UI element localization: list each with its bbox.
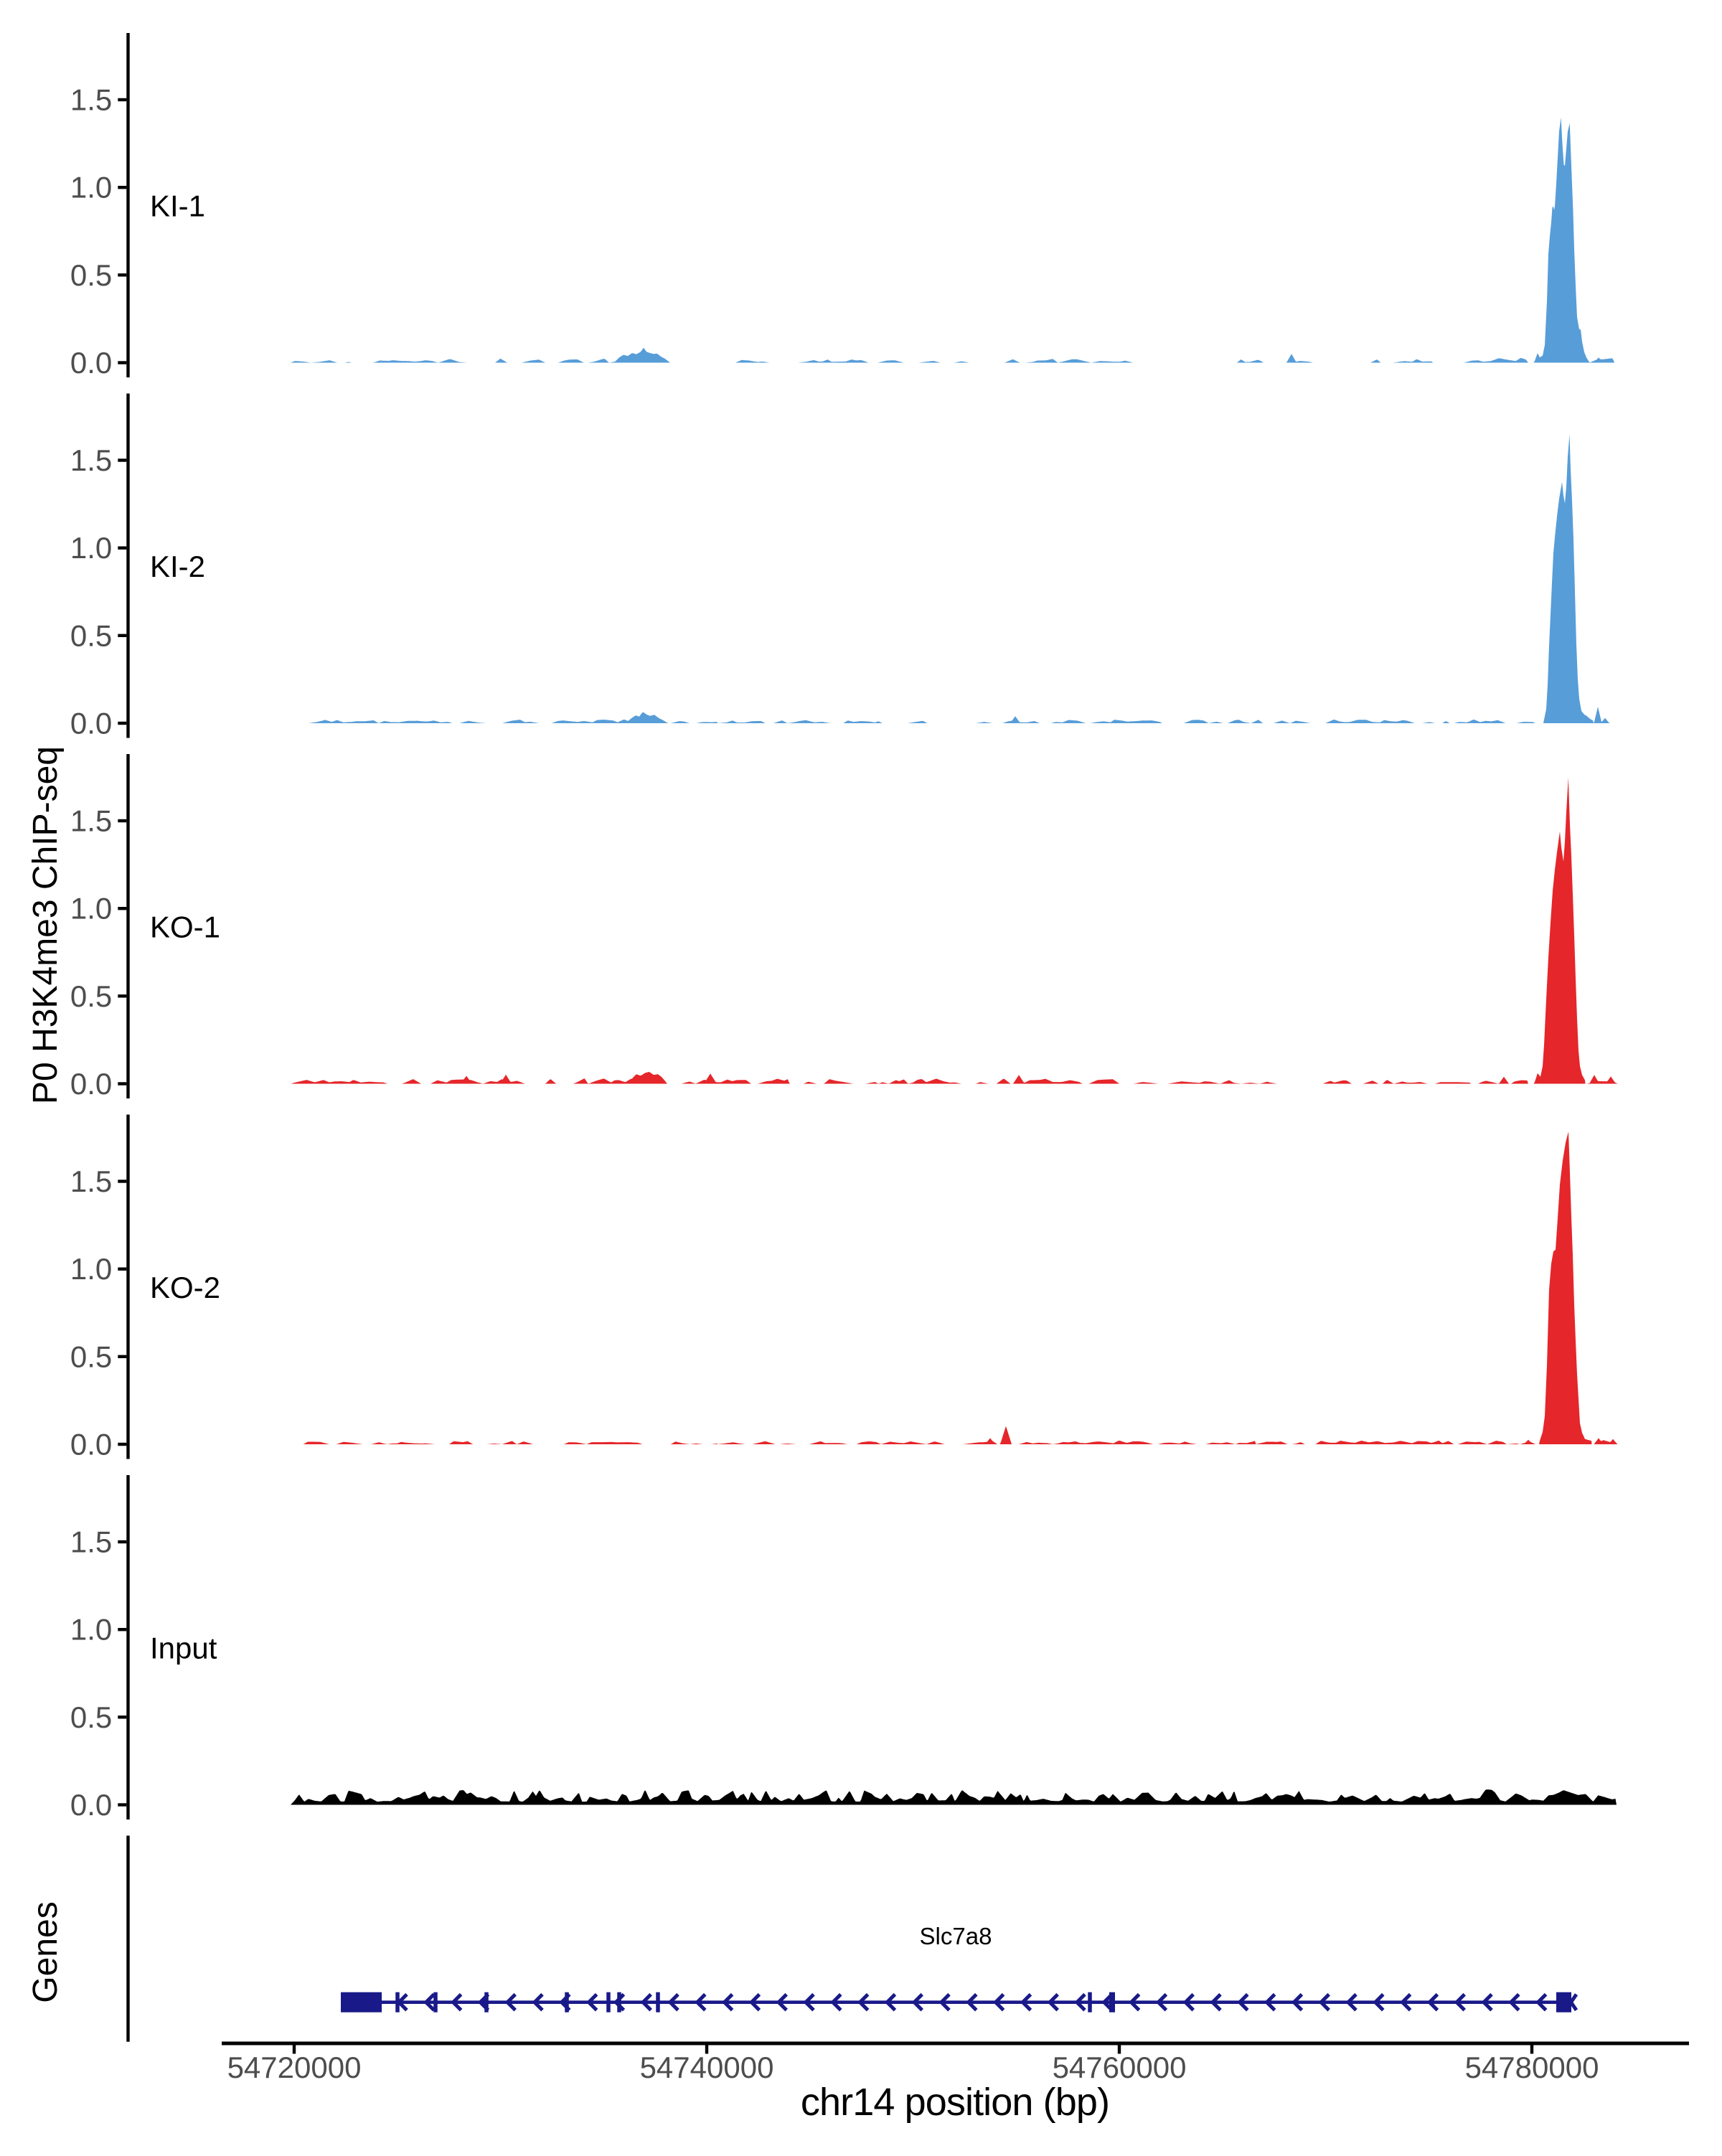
- svg-text:1.0: 1.0: [70, 1252, 112, 1286]
- svg-text:KI-2: KI-2: [150, 550, 205, 583]
- svg-text:0.5: 0.5: [70, 1700, 112, 1734]
- svg-text:1.5: 1.5: [70, 1525, 112, 1559]
- svg-text:54740000: 54740000: [640, 2051, 774, 2084]
- svg-text:0.0: 0.0: [70, 1788, 112, 1822]
- svg-text:Input: Input: [150, 1632, 217, 1665]
- svg-text:0.5: 0.5: [70, 258, 112, 292]
- svg-text:0.5: 0.5: [70, 1340, 112, 1373]
- svg-text:0.5: 0.5: [70, 618, 112, 652]
- svg-text:KO-2: KO-2: [150, 1271, 220, 1304]
- svg-text:1.5: 1.5: [70, 83, 112, 117]
- svg-text:54760000: 54760000: [1053, 2051, 1187, 2084]
- svg-text:0.0: 0.0: [70, 707, 112, 740]
- svg-text:1.0: 1.0: [70, 1613, 112, 1647]
- svg-text:KI-1: KI-1: [150, 189, 205, 223]
- svg-text:1.5: 1.5: [70, 1164, 112, 1198]
- svg-text:54720000: 54720000: [227, 2051, 362, 2084]
- svg-text:0.0: 0.0: [70, 1428, 112, 1461]
- svg-text:P0 H3K4me3 ChIP-seq: P0 H3K4me3 ChIP-seq: [27, 746, 65, 1104]
- svg-text:0.0: 0.0: [70, 346, 112, 380]
- svg-text:1.5: 1.5: [70, 804, 112, 838]
- svg-text:1.0: 1.0: [70, 531, 112, 565]
- svg-text:0.0: 0.0: [70, 1067, 112, 1101]
- svg-text:chr14 position (bp): chr14 position (bp): [801, 2081, 1109, 2124]
- svg-text:1.0: 1.0: [70, 892, 112, 926]
- svg-text:Genes: Genes: [27, 1901, 65, 2002]
- svg-text:1.5: 1.5: [70, 443, 112, 477]
- svg-text:KO-1: KO-1: [150, 910, 220, 944]
- svg-text:1.0: 1.0: [70, 171, 112, 204]
- svg-text:54780000: 54780000: [1465, 2051, 1599, 2084]
- svg-text:Slc7a8: Slc7a8: [920, 1923, 992, 1949]
- svg-text:0.5: 0.5: [70, 979, 112, 1013]
